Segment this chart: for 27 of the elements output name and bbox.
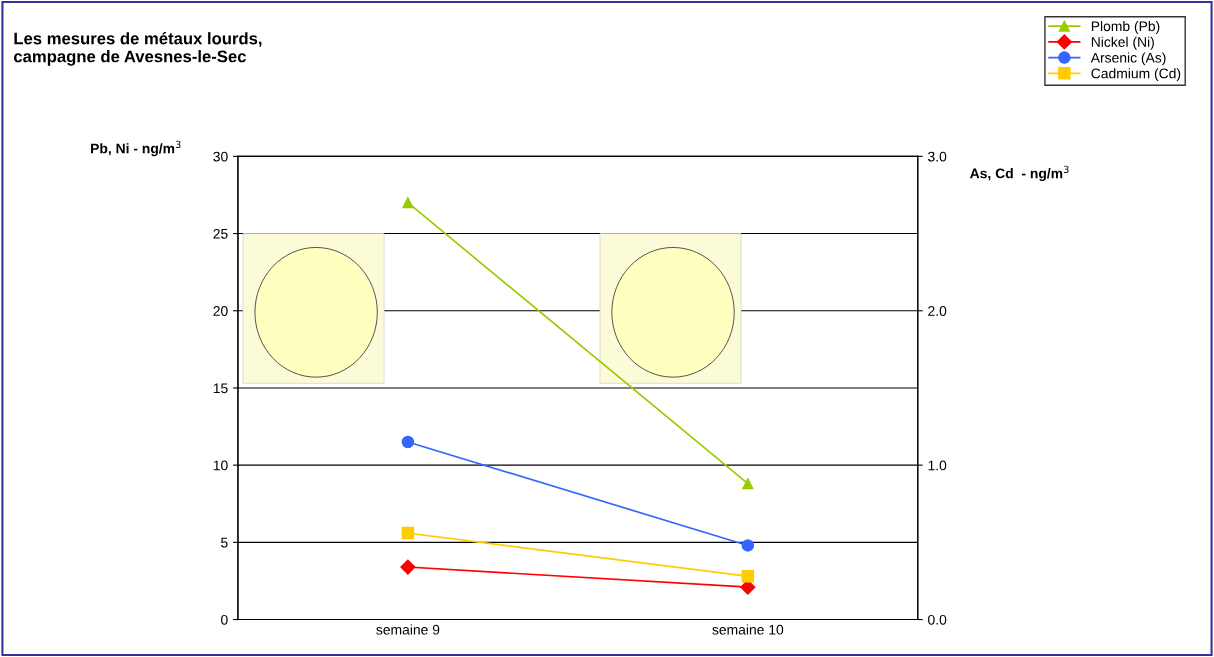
point — [741, 539, 755, 552]
legend-label: Plomb (Pb) — [1091, 20, 1160, 34]
y2-axis-title: As, Cd - ng/m$^{3}$ — [970, 165, 1069, 182]
y-tick-label: 20 — [213, 306, 228, 316]
y-axis-title: Pb, Ni - ng/m$^{3}$ — [91, 140, 181, 157]
y2-tick-label: 3.0 — [928, 151, 947, 162]
legend-label: Nickel (Ni) — [1091, 36, 1154, 50]
chart-title: Les mesures de métaux lourds, campagne de Avesnes-le-Sec — [14, 31, 262, 66]
point — [401, 526, 415, 540]
legend-label: Cadmium (Cd) — [1091, 68, 1181, 82]
y-tick-label: 5 — [221, 537, 228, 548]
point — [742, 478, 754, 490]
point — [401, 435, 415, 449]
point — [400, 559, 416, 575]
y-tick-label: 10 — [213, 460, 228, 471]
y2-tick-label: 0.0 — [928, 614, 947, 625]
point — [402, 197, 414, 209]
x-tick-label: semaine 9 — [376, 624, 440, 635]
y-tick-label: 0 — [221, 614, 228, 625]
y2-tick-label: 1.0 — [928, 460, 947, 471]
y2-tick-label: 2.0 — [928, 306, 947, 316]
legend-label: Arsenic (As) — [1090, 52, 1166, 66]
y-tick-label: 30 — [213, 151, 228, 162]
x-tick-label: semaine 10 — [712, 624, 784, 635]
y-tick-label: 15 — [213, 383, 228, 394]
point — [741, 570, 755, 583]
y-tick-label: 25 — [213, 228, 228, 239]
